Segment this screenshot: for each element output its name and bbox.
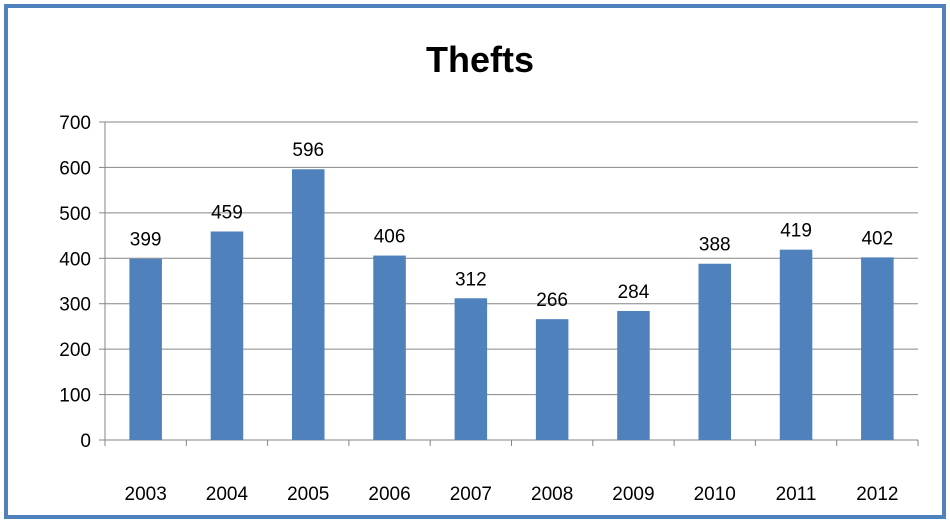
y-tick-label: 300: [59, 295, 91, 316]
bar-2007: [454, 298, 488, 440]
x-tick-label-2008: 2008: [531, 484, 573, 505]
x-tick-label-2012: 2012: [856, 484, 898, 505]
bar-2005: [291, 169, 325, 440]
tick-labels: 0 100 200 300 400 500 600 700 2003 2004 2005 2006 20…: [59, 113, 898, 505]
x-tick-label-2004: 2004: [206, 484, 249, 505]
data-label-2007: 312: [455, 269, 487, 290]
data-label-2008: 266: [536, 290, 568, 311]
x-tick-label-2003: 2003: [125, 484, 167, 505]
data-label-2005: 596: [292, 140, 324, 161]
x-tick-label-2007: 2007: [450, 484, 492, 505]
bar-2008: [535, 319, 569, 440]
data-label-2003: 399: [130, 230, 162, 251]
y-tick-label: 0: [80, 431, 91, 452]
bar-2012: [861, 257, 894, 440]
data-label-2011: 419: [780, 221, 812, 242]
data-label-2006: 406: [374, 227, 406, 248]
data-label-2009: 284: [618, 282, 650, 303]
x-tick-label-2005: 2005: [287, 484, 329, 505]
bar-2009: [617, 310, 650, 440]
bar-2010: [698, 263, 732, 440]
data-label-2012: 402: [861, 228, 893, 249]
data-labels: 399 459 596 406 312 266 284 388 419 402: [130, 140, 893, 311]
bar-2006: [373, 255, 406, 440]
y-tick-label: 400: [59, 249, 91, 270]
chart-title: Thefts: [426, 39, 534, 80]
bar-2003: [129, 258, 162, 440]
x-tick-label-2009: 2009: [612, 484, 654, 505]
data-label-2004: 459: [211, 202, 243, 223]
bar-2011: [779, 249, 813, 440]
y-tick-label: 200: [59, 340, 91, 361]
x-tick-label-2006: 2006: [368, 484, 410, 505]
data-label-2010: 388: [699, 235, 731, 256]
x-tick-label-2010: 2010: [694, 484, 736, 505]
x-tick-label-2011: 2011: [776, 484, 817, 505]
y-tick-label: 100: [59, 386, 91, 407]
bar-2004: [210, 231, 244, 440]
bars: [129, 169, 894, 440]
y-tick-label: 600: [59, 158, 91, 179]
y-tick-label: 700: [59, 113, 91, 134]
y-tick-label: 500: [59, 204, 91, 225]
